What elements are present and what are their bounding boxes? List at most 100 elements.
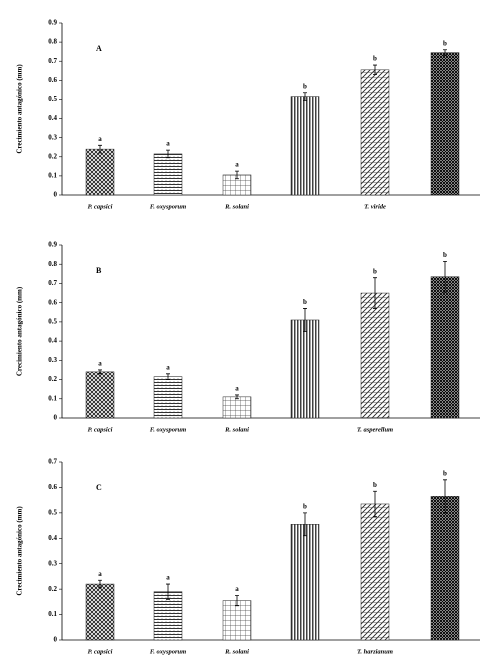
x-tick-label: T. harzianum: [357, 648, 393, 655]
y-tick-label: 0.5: [48, 95, 57, 103]
significance-letter: b: [373, 55, 377, 63]
x-tick-label: R. solani: [224, 426, 249, 433]
y-tick-label: 0.4: [48, 337, 57, 345]
significance-letter: b: [303, 502, 307, 510]
bar: [153, 153, 183, 196]
y-tick-label: 0.9: [48, 19, 57, 27]
error-bar: [166, 583, 170, 600]
bar: [430, 52, 460, 196]
error-bar: [98, 144, 102, 154]
significance-letter: a: [235, 585, 239, 593]
significance-letter: b: [443, 39, 447, 47]
error-bar: [235, 595, 239, 607]
significance-letter: a: [166, 140, 170, 148]
y-tick-label: 0.9: [48, 241, 57, 249]
significance-letter: a: [98, 570, 102, 578]
y-tick-label: 0.7: [48, 458, 57, 466]
significance-letter: b: [443, 251, 447, 259]
y-axis-label: Crecimiento antagónico (mm): [16, 286, 24, 376]
y-tick-label: 0: [54, 191, 58, 199]
x-tick-label: T. asperellum: [357, 426, 393, 433]
x-tick-label: R. solani: [224, 648, 249, 655]
bar: [360, 503, 390, 641]
y-tick-label: 0.5: [48, 317, 57, 325]
bar: [430, 276, 460, 419]
error-bar: [303, 308, 307, 332]
error-bar: [166, 149, 170, 159]
significance-letter: a: [166, 574, 170, 582]
error-bar: [303, 512, 307, 537]
y-tick-label: 0.3: [48, 356, 57, 364]
y-tick-label: 0.6: [48, 298, 57, 306]
x-tick-label: R. solani: [224, 203, 249, 210]
y-tick-label: 0: [54, 414, 58, 422]
bar: [85, 583, 115, 641]
y-tick-label: 0.6: [48, 483, 57, 491]
y-tick-label: 0.1: [48, 394, 57, 402]
x-tick-label: P. capsici: [88, 203, 113, 210]
x-tick-label: T. viride: [364, 203, 386, 210]
x-tick-label: F. oxysporum: [150, 648, 186, 655]
significance-letter: b: [373, 481, 377, 489]
error-bar: [373, 490, 377, 518]
bar: [290, 319, 320, 419]
y-tick-label: 0.3: [48, 133, 57, 141]
y-tick-label: 0.5: [48, 508, 57, 516]
significance-letter: a: [235, 385, 239, 393]
y-tick-label: 0.1: [48, 171, 57, 179]
significance-letter: a: [235, 161, 239, 169]
significance-letter: b: [443, 469, 447, 477]
y-axis-label: Crecimiento antagónico (mm): [16, 64, 24, 154]
bar: [360, 69, 390, 196]
y-tick-label: 0: [54, 636, 58, 644]
bar: [153, 591, 183, 641]
y-tick-label: 0.7: [48, 279, 57, 287]
bar: [153, 376, 183, 419]
x-tick-label: P. capsici: [88, 426, 113, 433]
significance-letter: a: [98, 360, 102, 368]
y-tick-label: 0.6: [48, 76, 57, 84]
y-tick-label: 0.3: [48, 559, 57, 567]
error-bar: [235, 170, 239, 180]
panel-letter: C: [96, 483, 102, 492]
y-tick-label: 0.2: [48, 152, 57, 160]
x-tick-label: F. oxysporum: [150, 426, 186, 433]
panel-letter: A: [96, 44, 102, 53]
y-tick-label: 0.8: [48, 260, 57, 268]
significance-letter: b: [373, 267, 377, 275]
panel-letter: B: [96, 266, 102, 275]
bar: [290, 96, 320, 196]
error-bar: [98, 579, 102, 589]
y-tick-label: 0.8: [48, 38, 57, 46]
y-tick-label: 0.2: [48, 375, 57, 383]
y-tick-label: 0.4: [48, 534, 57, 542]
error-bar: [303, 92, 307, 101]
y-tick-label: 0.2: [48, 585, 57, 593]
y-tick-label: 0.4: [48, 114, 57, 122]
x-tick-label: F. oxysporum: [150, 203, 186, 210]
bar: [430, 496, 460, 641]
error-bar: [235, 394, 239, 400]
error-bar: [443, 260, 447, 293]
bar: [360, 292, 390, 419]
y-tick-label: 0.1: [48, 610, 57, 618]
bar: [222, 600, 252, 641]
error-bar: [443, 479, 447, 514]
error-bar: [373, 277, 377, 309]
error-bar: [98, 369, 102, 375]
significance-letter: b: [303, 298, 307, 306]
significance-letter: a: [166, 363, 170, 371]
x-tick-label: P. capsici: [88, 648, 113, 655]
error-bar: [166, 373, 170, 380]
error-bar: [443, 49, 447, 56]
y-tick-label: 0.7: [48, 57, 57, 65]
bar: [222, 396, 252, 419]
bar: [85, 371, 115, 419]
bar: [290, 524, 320, 641]
bar: [85, 148, 115, 196]
significance-letter: b: [303, 82, 307, 90]
significance-letter: a: [98, 135, 102, 143]
y-axis-label: Crecimiento antagónico (mm): [16, 506, 24, 596]
error-bar: [373, 64, 377, 75]
